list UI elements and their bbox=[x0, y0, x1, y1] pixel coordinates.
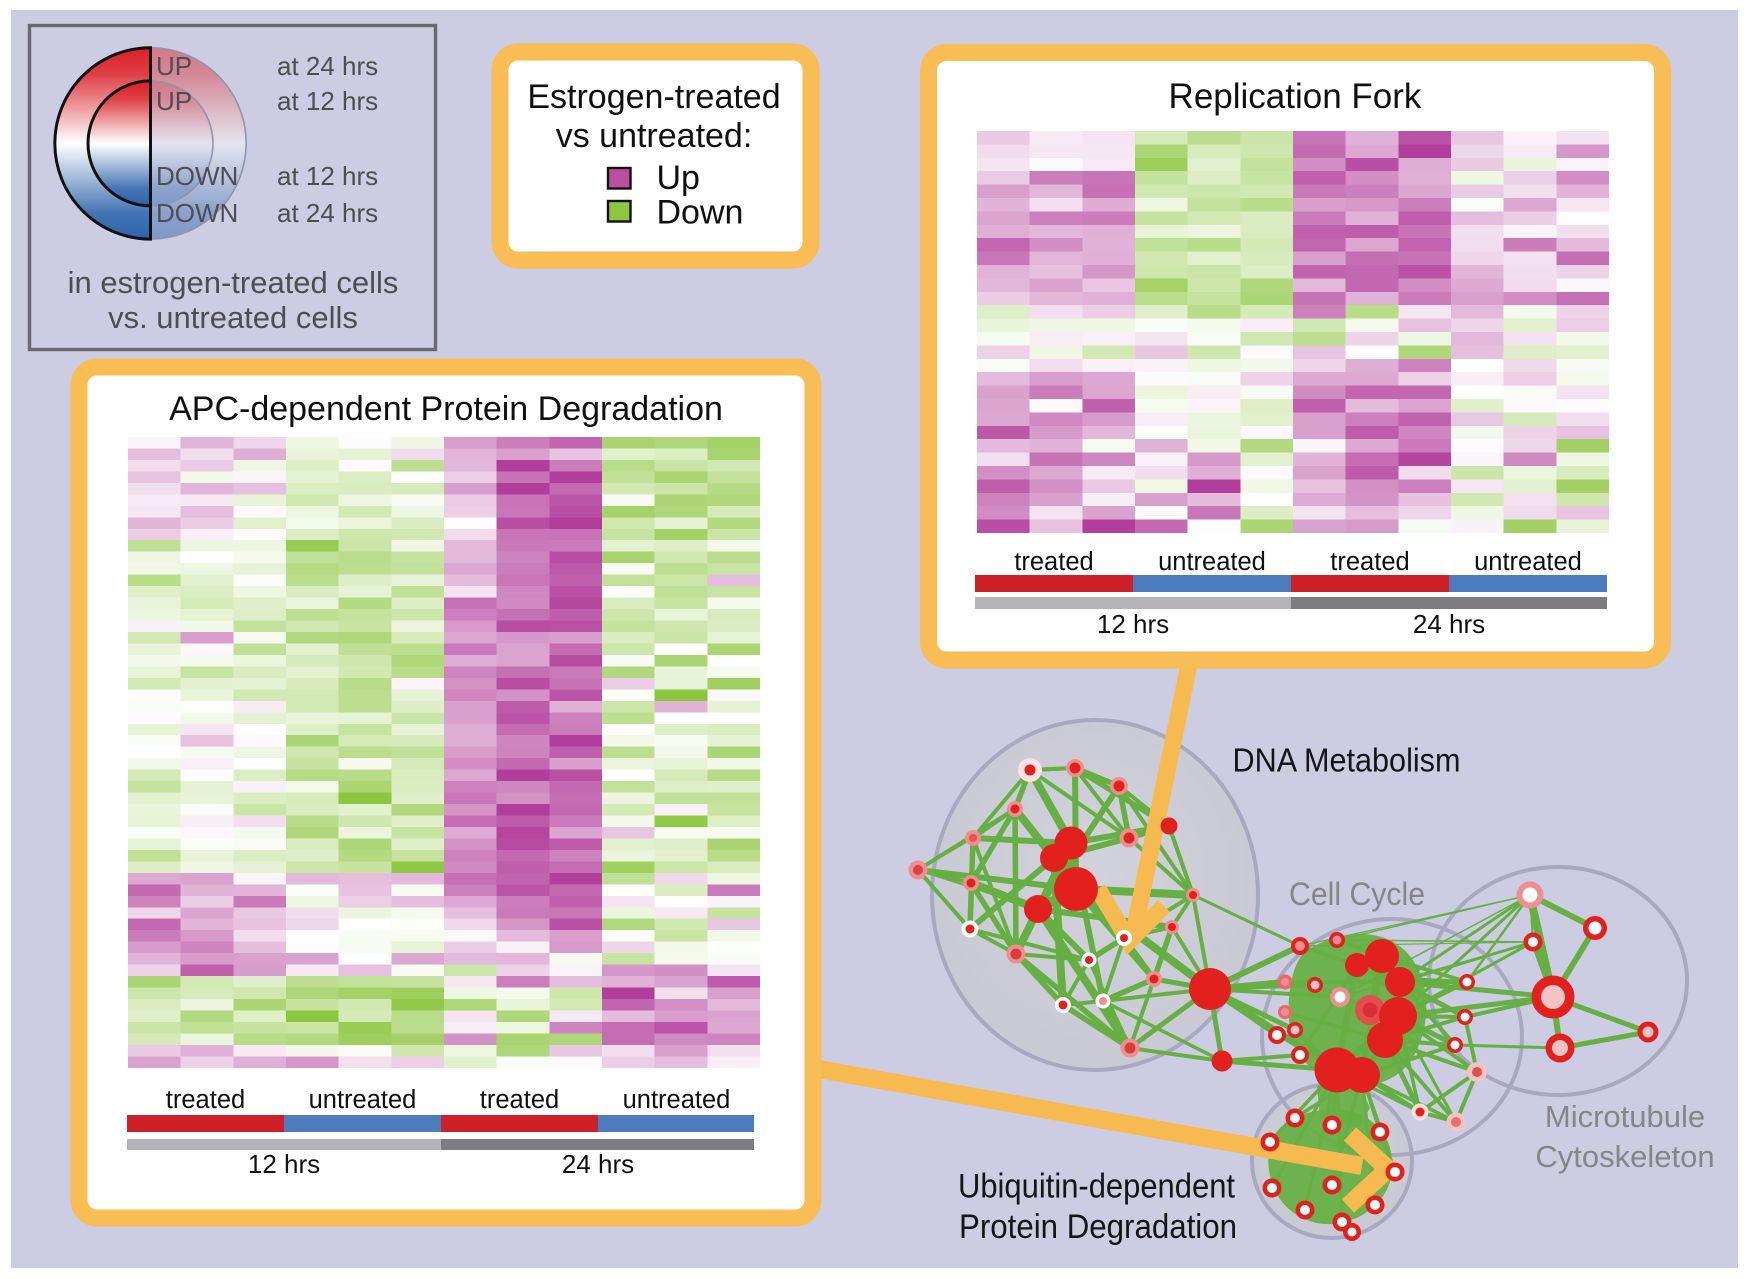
svg-text:treated: treated bbox=[480, 1086, 559, 1114]
svg-text:Cytoskeleton: Cytoskeleton bbox=[1535, 1139, 1714, 1174]
svg-text:UP: UP bbox=[156, 51, 192, 81]
svg-text:Microtubule: Microtubule bbox=[1545, 1099, 1705, 1134]
svg-text:at 24 hrs: at 24 hrs bbox=[277, 51, 378, 81]
svg-text:DNA Metabolism: DNA Metabolism bbox=[1233, 742, 1461, 779]
svg-text:at 12 hrs: at 12 hrs bbox=[277, 161, 378, 191]
svg-text:12 hrs: 12 hrs bbox=[1097, 609, 1169, 639]
svg-text:untreated: untreated bbox=[1474, 548, 1582, 576]
svg-text:Replication Fork: Replication Fork bbox=[1169, 77, 1422, 116]
svg-text:Down: Down bbox=[657, 194, 744, 232]
svg-text:untreated: untreated bbox=[623, 1086, 731, 1114]
svg-text:at 24 hrs: at 24 hrs bbox=[277, 198, 378, 228]
svg-text:Ubiquitin-dependent: Ubiquitin-dependent bbox=[958, 1168, 1236, 1206]
svg-text:12 hrs: 12 hrs bbox=[248, 1149, 320, 1179]
svg-text:Cell Cycle: Cell Cycle bbox=[1289, 876, 1425, 912]
svg-text:vs. untreated cells: vs. untreated cells bbox=[108, 300, 358, 335]
svg-text:treated: treated bbox=[166, 1086, 245, 1114]
svg-text:vs untreated:: vs untreated: bbox=[556, 117, 753, 155]
svg-text:UP: UP bbox=[156, 86, 192, 116]
svg-text:Estrogen-treated: Estrogen-treated bbox=[527, 78, 780, 116]
svg-text:at 12 hrs: at 12 hrs bbox=[277, 86, 378, 116]
svg-text:treated: treated bbox=[1014, 548, 1093, 576]
svg-text:APC-dependent Protein Degradat: APC-dependent Protein Degradation bbox=[169, 390, 723, 428]
svg-text:24 hrs: 24 hrs bbox=[1413, 609, 1485, 639]
svg-text:Protein Degradation: Protein Degradation bbox=[959, 1208, 1237, 1246]
svg-text:untreated: untreated bbox=[309, 1086, 417, 1114]
svg-text:24 hrs: 24 hrs bbox=[562, 1149, 634, 1179]
svg-text:DOWN: DOWN bbox=[156, 198, 238, 228]
svg-text:treated: treated bbox=[1330, 548, 1409, 576]
svg-text:DOWN: DOWN bbox=[156, 161, 238, 191]
svg-text:untreated: untreated bbox=[1158, 548, 1266, 576]
svg-text:in estrogen-treated cells: in estrogen-treated cells bbox=[68, 265, 399, 300]
svg-text:Up: Up bbox=[657, 159, 700, 197]
